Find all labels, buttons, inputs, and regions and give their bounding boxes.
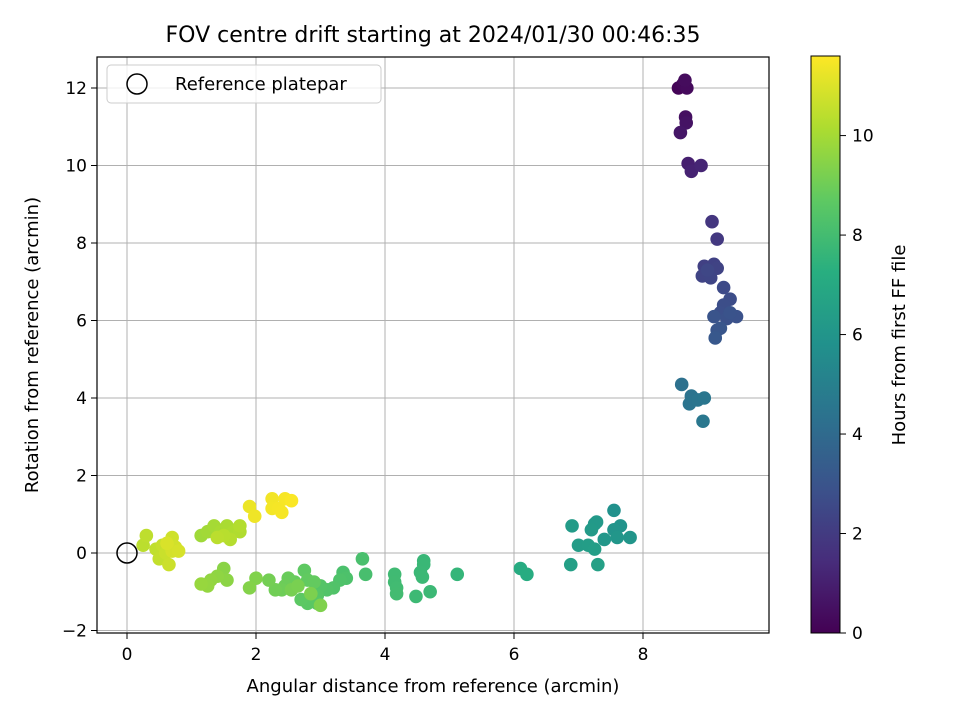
data-point xyxy=(674,377,689,392)
y-axis-ticks: −2 0 2 4 6 8 10 12 xyxy=(62,79,97,642)
data-point xyxy=(673,125,688,140)
x-tick-label: 0 xyxy=(122,645,133,665)
legend-marker xyxy=(126,73,148,95)
y-tick-label: 2 xyxy=(76,467,87,487)
colorbar-tick-label: 8 xyxy=(852,226,863,246)
y-tick-label: 6 xyxy=(76,312,87,332)
colorbar-ticks: 0 2 4 6 8 10 xyxy=(840,127,874,644)
colorbar-label: Hours from first FF file xyxy=(889,245,910,446)
data-point xyxy=(708,331,723,345)
data-point xyxy=(210,530,225,545)
data-point xyxy=(409,589,423,604)
data-points xyxy=(136,73,744,613)
data-point xyxy=(696,414,710,429)
data-point xyxy=(723,305,737,320)
y-tick-label: 12 xyxy=(65,79,87,99)
data-point xyxy=(139,528,154,543)
data-point xyxy=(565,519,579,533)
data-point xyxy=(389,586,404,601)
y-tick-label: 0 xyxy=(76,544,87,564)
data-point xyxy=(358,567,373,582)
data-point xyxy=(262,573,276,587)
data-point xyxy=(242,581,257,595)
data-point xyxy=(171,544,186,558)
data-point xyxy=(597,532,612,547)
data-point xyxy=(610,530,624,545)
data-point xyxy=(450,567,465,582)
data-point xyxy=(423,584,437,599)
x-axis-ticks: 0 2 4 6 8 xyxy=(122,633,649,665)
plot-frame xyxy=(96,56,770,634)
data-point xyxy=(623,530,637,545)
data-point xyxy=(160,536,174,551)
data-point xyxy=(249,571,263,585)
data-point xyxy=(304,586,318,601)
x-tick-label: 8 xyxy=(638,645,649,665)
y-tick-label: −2 xyxy=(62,622,87,642)
data-point xyxy=(247,509,262,523)
reference-marker xyxy=(116,542,138,564)
data-point xyxy=(716,280,731,295)
data-point xyxy=(415,570,430,584)
data-point xyxy=(591,557,605,572)
data-point xyxy=(520,567,534,582)
data-point xyxy=(707,309,721,324)
data-point xyxy=(194,577,208,591)
data-point xyxy=(697,391,712,405)
colorbar xyxy=(810,55,841,634)
colorbar-tick-label: 2 xyxy=(852,525,863,545)
colorbar-tick-label: 0 xyxy=(852,624,863,644)
x-tick-label: 6 xyxy=(509,645,520,665)
colorbar-tick-label: 4 xyxy=(852,425,863,445)
colorbar-tick-label: 6 xyxy=(852,326,863,346)
data-point xyxy=(284,493,299,508)
data-point xyxy=(265,491,279,506)
data-point xyxy=(355,552,370,566)
y-tick-label: 4 xyxy=(76,389,87,409)
data-point xyxy=(275,505,289,520)
chart-title: FOV centre drift starting at 2024/01/30 … xyxy=(166,23,701,48)
data-point xyxy=(694,158,708,173)
data-point xyxy=(268,583,283,597)
data-point xyxy=(607,503,621,518)
colorbar-tick-label: 10 xyxy=(852,127,874,147)
legend: Reference platepar xyxy=(106,64,382,104)
data-point xyxy=(584,522,599,537)
data-point xyxy=(162,557,176,572)
data-point xyxy=(710,232,724,246)
data-point xyxy=(678,73,692,88)
data-point xyxy=(233,519,247,533)
legend-label: Reference platepar xyxy=(175,74,347,95)
y-axis-label: Rotation from reference (arcmin) xyxy=(22,197,43,493)
x-tick-label: 2 xyxy=(251,645,262,665)
grid-lines xyxy=(97,57,769,633)
data-point xyxy=(291,579,305,593)
x-tick-label: 4 xyxy=(380,645,391,665)
y-tick-label: 10 xyxy=(65,157,87,177)
data-point xyxy=(307,575,321,589)
data-point xyxy=(313,598,328,613)
data-point xyxy=(571,538,586,553)
data-point xyxy=(563,557,578,572)
data-point xyxy=(700,263,715,277)
x-axis-label: Angular distance from reference (arcmin) xyxy=(247,676,620,697)
data-point xyxy=(587,542,602,556)
legend-box xyxy=(106,64,382,104)
data-point xyxy=(705,214,719,229)
y-tick-label: 8 xyxy=(76,234,87,254)
